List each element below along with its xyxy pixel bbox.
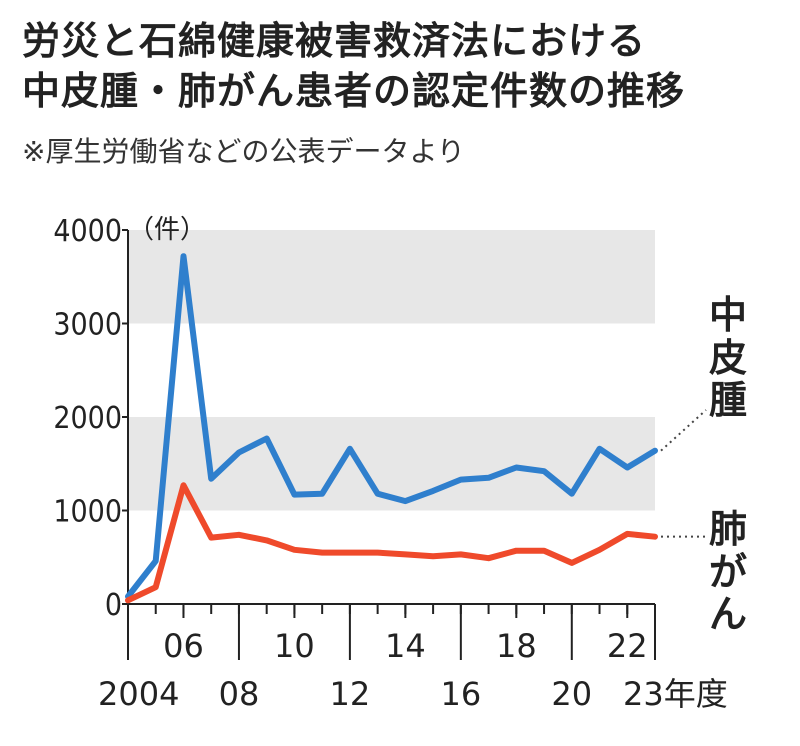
background-bands [128,230,655,511]
x-tick-label: 18 [496,627,537,665]
series-line-0 [125,253,658,600]
legend-leader-lines [660,409,707,538]
x-tick-label: 22 [607,627,648,665]
y-tick-label: 4000 [53,214,122,249]
x-tick-label: 14 [385,627,426,665]
y-tick-label: 3000 [53,308,122,343]
y-tick-label: 0 [105,588,122,623]
x-tick-label: 08 [219,675,260,713]
y-tick-label: 1000 [53,495,122,530]
leader-line-0 [660,409,707,452]
series-label-lung-cancer: 肺がん [708,507,747,637]
x-tick-label: 2004 [98,675,179,713]
y-tick-label: 2000 [53,401,122,436]
x-tick-label: 06 [163,627,204,665]
grid-band [128,230,655,324]
y-unit-label: （件） [128,215,206,245]
series-lines [125,253,658,604]
x-tick-label: 10 [274,627,315,665]
x-tick-label: 16 [440,675,481,713]
x-tick-label: 23年度 [623,675,728,713]
axes [122,229,656,660]
source-note: ※厚生労働省などの公表データより [22,135,465,168]
tick-labels: 0 1000 2000 3000 4000 （件） 2004 06 08 10 12 14 16 18 20… [53,214,727,713]
x-tick-label: 12 [330,675,371,713]
chart-title-line-1: 労災と石綿健康被害救済法における [22,19,647,63]
series-line-1 [125,482,658,604]
series-label-mesothelioma: 中皮腫 [708,293,747,423]
chart-title-line-2: 中皮腫・肺がん患者の認定件数の推移 [22,69,686,113]
x-tick-label: 20 [551,675,592,713]
